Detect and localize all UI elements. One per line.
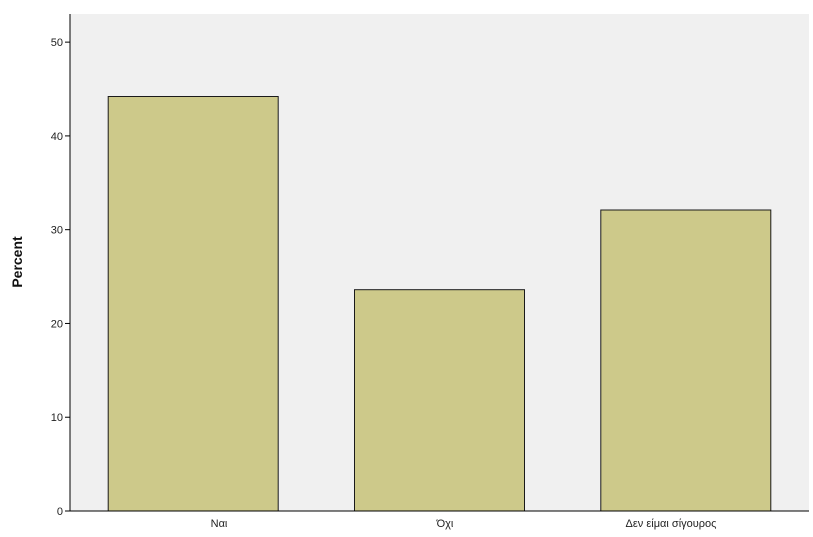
x-category-labels: Ναι Όχι Δεν είμαι σίγουρος <box>211 518 717 530</box>
y-axis-title: Percent <box>9 236 25 288</box>
y-ticks: 0 10 20 30 40 50 <box>51 37 70 518</box>
y-tick-label: 20 <box>51 318 63 330</box>
category-label: Ναι <box>211 518 228 530</box>
category-label: Δεν είμαι σίγουρος <box>626 518 717 530</box>
bars-layer <box>107 96 772 512</box>
y-tick-label: 10 <box>51 412 63 424</box>
y-tick-label: 30 <box>51 225 63 237</box>
bar <box>354 289 525 512</box>
bar <box>107 96 279 512</box>
y-tick-label: 50 <box>51 37 63 49</box>
bar <box>600 209 772 512</box>
y-tick-label: 40 <box>51 131 63 143</box>
category-label: Όχι <box>436 518 454 530</box>
y-tick-label: 0 <box>57 506 63 518</box>
